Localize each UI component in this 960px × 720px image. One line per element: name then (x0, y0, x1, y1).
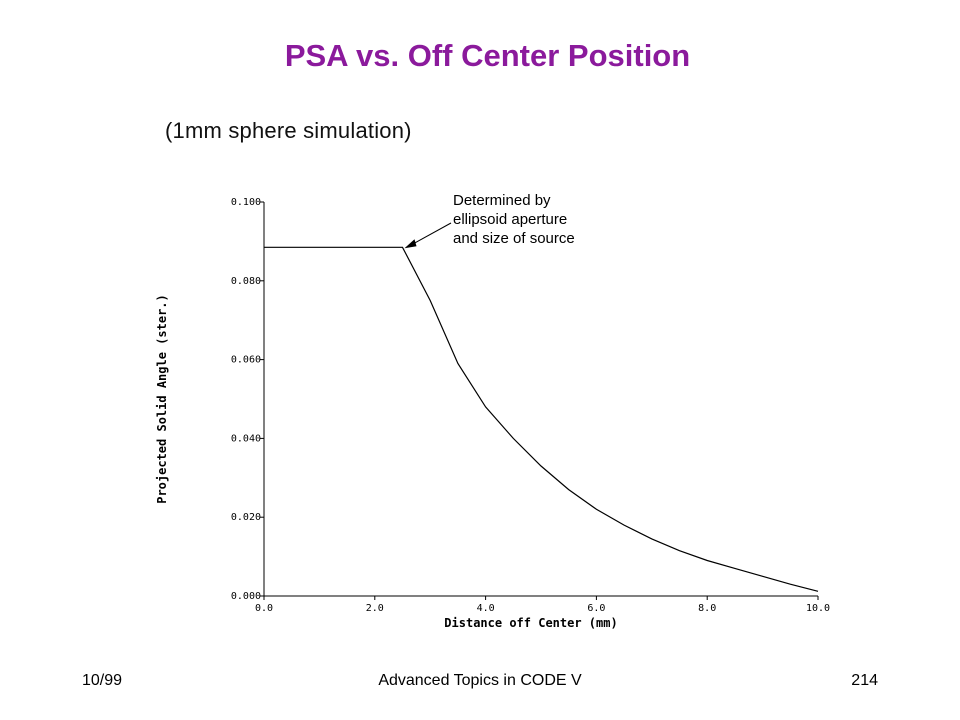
x-tick-label: 0.0 (255, 603, 273, 614)
footer-date: 10/99 (82, 672, 123, 689)
footer-page-number: 214 (851, 672, 878, 689)
x-tick-label: 8.0 (698, 603, 716, 614)
series-line (264, 246, 819, 592)
y-tick-label: 0.060 (231, 355, 261, 366)
x-tick-label: 4.0 (477, 603, 495, 614)
x-axis-label: Distance off Center (mm) (444, 616, 617, 630)
footer-course: Advanced Topics in CODE V (378, 672, 582, 689)
slide-title: PSA vs. Off Center Position (284, 38, 691, 73)
y-tick-label: 0.080 (231, 276, 261, 287)
annotation-arrow-line (410, 222, 452, 246)
annotation-arrowhead (404, 239, 417, 249)
chart-subtitle: (1mm sphere simulation) (165, 118, 412, 143)
y-tick-label: 0.100 (231, 197, 261, 208)
y-tick-label: 0.040 (231, 433, 261, 444)
y-tick-label: 0.020 (231, 512, 261, 523)
annotation-text-line: and size of source (453, 230, 575, 247)
x-tick-label: 2.0 (366, 603, 384, 614)
annotation-text-line: Determined by (453, 192, 551, 209)
y-tick-label: 0.000 (231, 591, 261, 602)
y-axis-label: Projected Solid Angle (ster.) (155, 294, 169, 504)
x-tick-label: 10.0 (806, 603, 830, 614)
annotation-text-line: ellipsoid aperture (453, 211, 567, 228)
x-tick-label: 6.0 (587, 603, 605, 614)
